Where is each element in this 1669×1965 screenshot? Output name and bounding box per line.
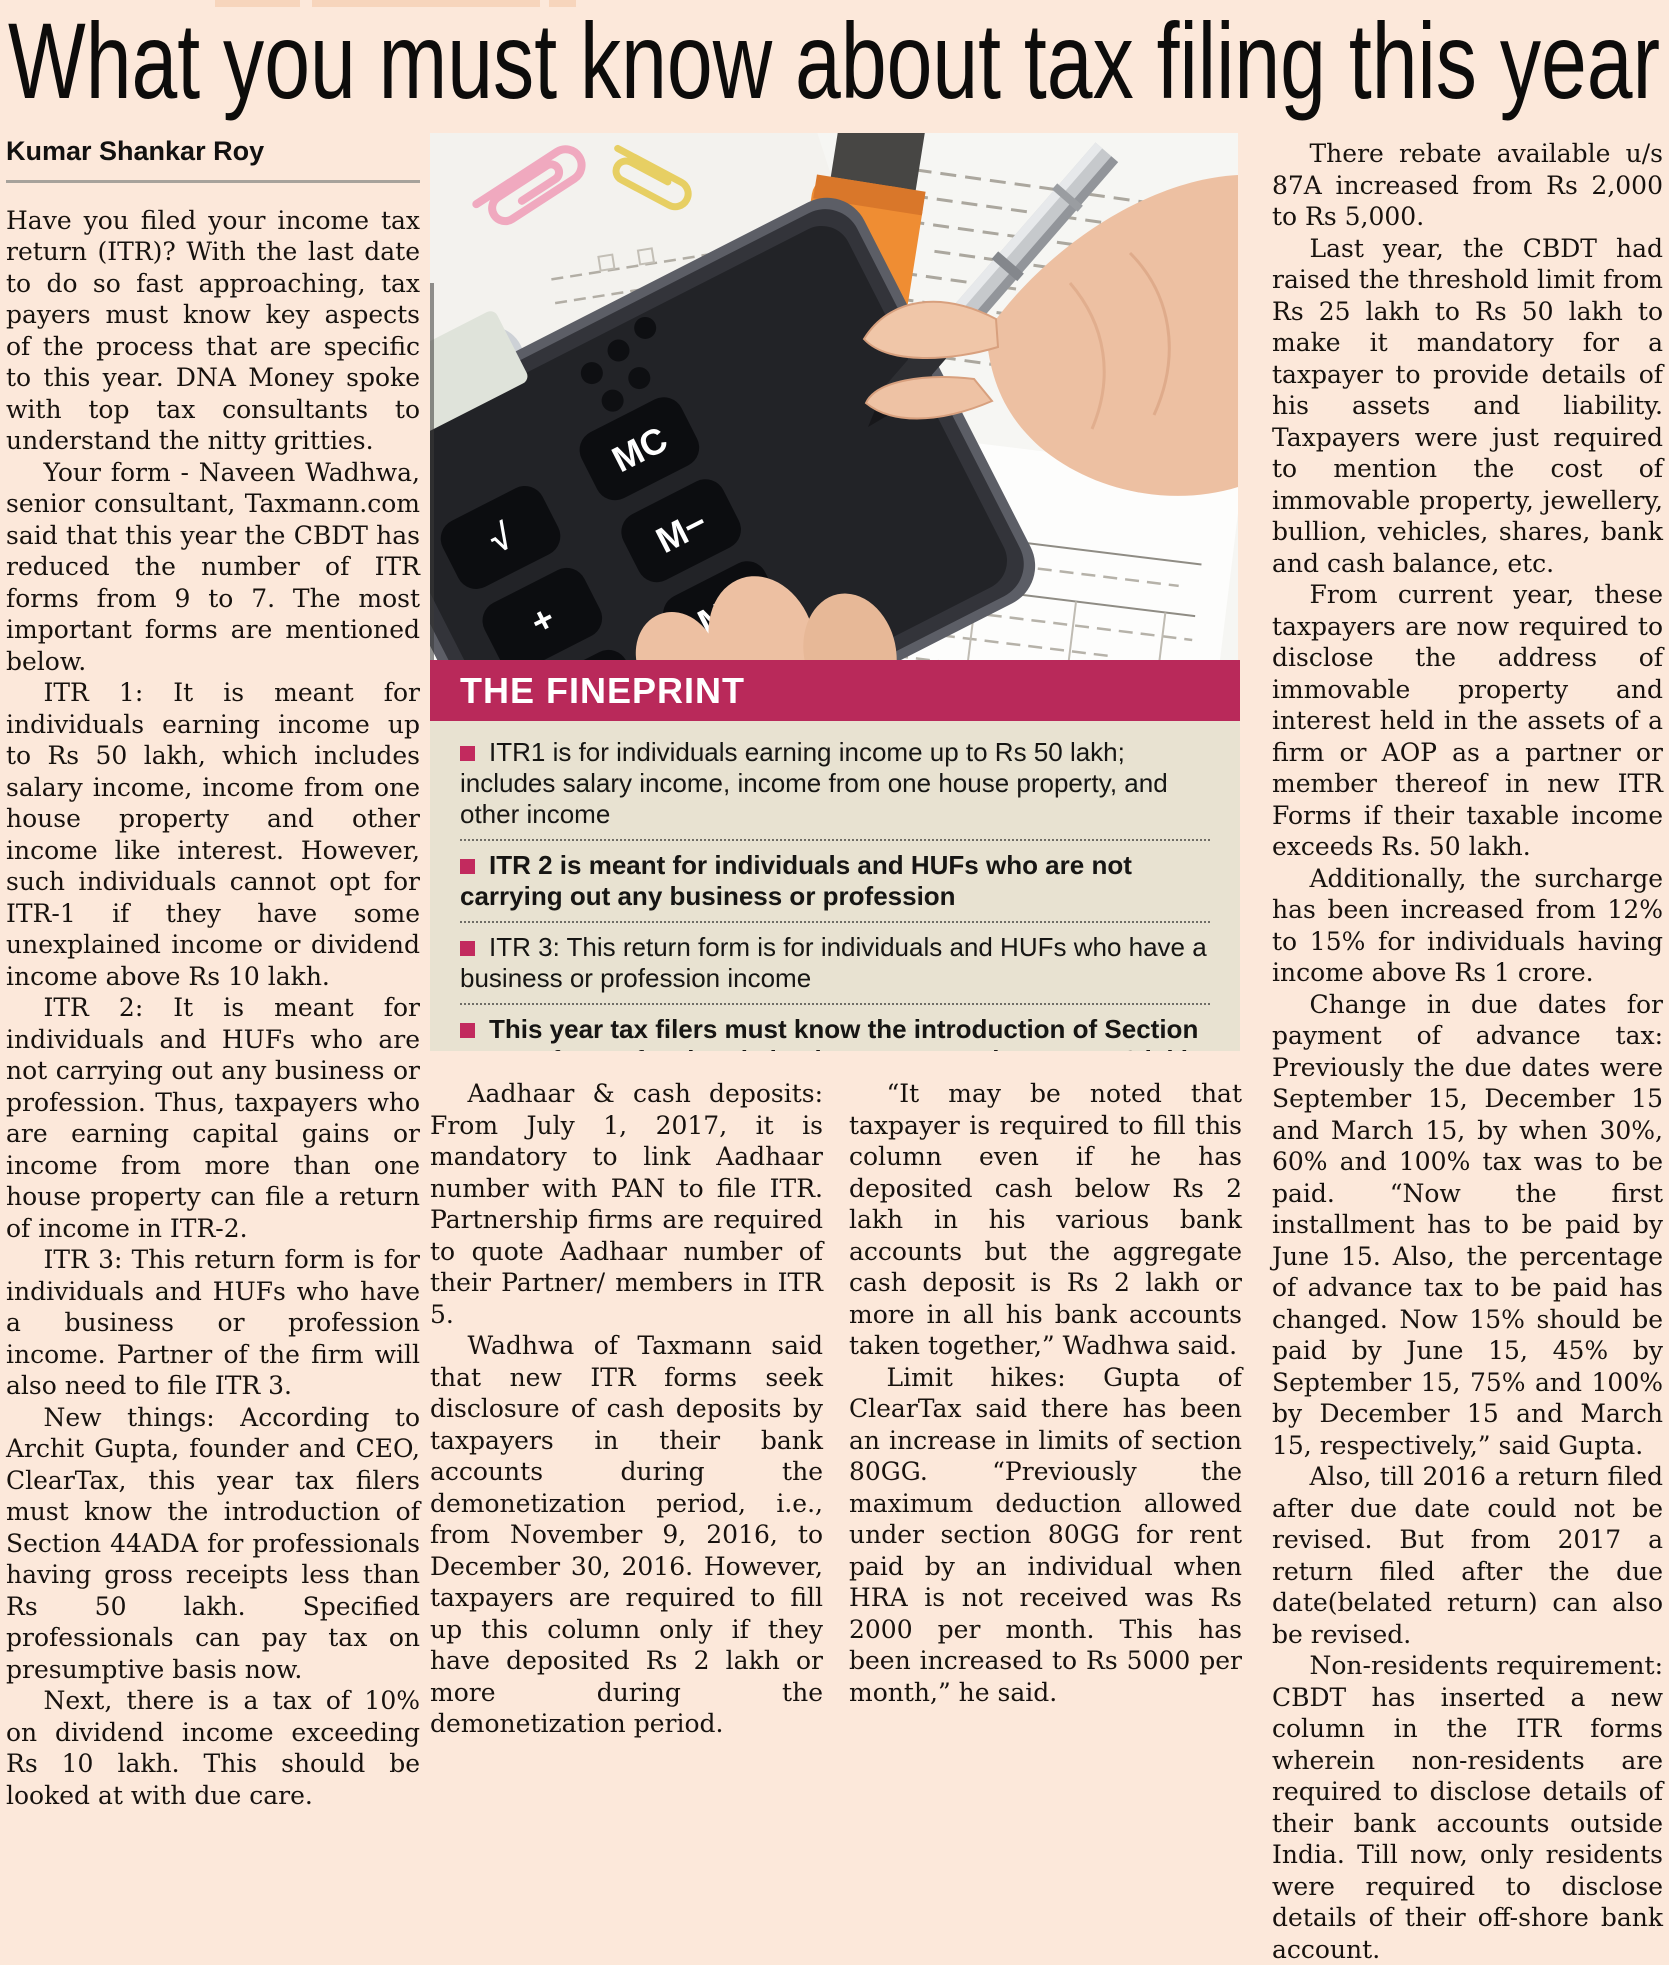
article-paragraph: ITR 2: It is meant for individuals and H… [6, 993, 420, 1243]
fineprint-banner: THE FINEPRINT [430, 660, 1240, 721]
article-paragraph: Additionally, the surcharge has been inc… [1272, 863, 1663, 988]
calculator-small-keys [580, 316, 657, 412]
article-paragraph: From current year, these taxpayers are n… [1272, 580, 1663, 861]
hand [635, 175, 1238, 660]
fineprint-item: ITR 3: This return form is for individua… [460, 932, 1207, 993]
fineprint-item: This year tax filers must know the intro… [460, 1014, 1210, 1051]
dotted-divider [460, 921, 1210, 923]
article-paragraph: “It may be noted that taxpayer is requir… [849, 1079, 1242, 1360]
fineprint-title: THE FINEPRINT [460, 669, 746, 711]
bullet-square-icon [460, 1023, 475, 1038]
bullet-square-icon [460, 859, 475, 874]
byline-rule [6, 179, 420, 183]
fineprint-item: ITR 2 is meant for individuals and HUFs … [460, 850, 1132, 911]
paper-clip-yellow-icon [612, 144, 692, 211]
article-paragraph: Also, till 2016 a return filed after due… [1272, 1462, 1663, 1649]
article-paragraph: Limit hikes: Gupta of ClearTax said ther… [849, 1362, 1242, 1707]
fineprint-item: ITR1 is for individuals earning income u… [460, 737, 1168, 829]
photo-edge-shadow [430, 283, 434, 660]
byline: Kumar Shankar Roy [6, 136, 265, 166]
headline-text: What you must know about tax filing this… [8, 12, 1660, 121]
tax-form-photo: 1040 [430, 133, 1238, 660]
article-paragraph: Non-residents requirement: CBDT has inse… [1272, 1651, 1663, 1964]
column-mid-left: Aadhaar & cash deposits: From July 1, 20… [430, 1078, 823, 1740]
pen [868, 142, 1119, 427]
dotted-divider [460, 1003, 1210, 1005]
tax-form-photo-illustration: 1040 [430, 133, 1238, 660]
article-paragraph: Last year, the CBDT had raised the thres… [1272, 233, 1663, 578]
bullet-square-icon [460, 941, 475, 956]
article-paragraph: Next, there is a tax of 10% on dividend … [6, 1686, 420, 1810]
bullet-square-icon [460, 746, 475, 761]
article-paragraph: ITR 1: It is meant for individuals earni… [6, 678, 420, 991]
article-paragraph: New things: According to Archit Gupta, f… [6, 1402, 420, 1684]
fineprint-panel: ITR1 is for individuals earning income u… [430, 721, 1240, 1051]
dotted-divider [460, 839, 1210, 841]
headline: What you must know about tax filing this… [8, 12, 1660, 121]
article-paragraph: Have you filed your income tax return (I… [6, 205, 420, 456]
article-paragraph: ITR 3: This return form is for individua… [6, 1245, 420, 1400]
article-paragraph: Your form - Naveen Wadhwa, senior consul… [6, 457, 420, 676]
column-mid-right: “It may be noted that taxpayer is requir… [849, 1078, 1242, 1740]
article-paragraph: There rebate available u/s 87A increased… [1272, 139, 1663, 231]
paper-clip-pink-icon [472, 145, 586, 226]
lower-middle-columns: Aadhaar & cash deposits: From July 1, 20… [430, 1078, 1242, 1740]
article-paragraph: Wadhwa of Taxmann said that new ITR form… [430, 1331, 823, 1738]
column-right: There rebate available u/s 87A increased… [1272, 138, 1663, 1965]
article-paragraph: Change in due dates for payment of advan… [1272, 989, 1663, 1460]
article-paragraph: Aadhaar & cash deposits: From July 1, 20… [430, 1079, 823, 1329]
column-left: Kumar Shankar Roy Have you filed your in… [6, 136, 420, 1811]
